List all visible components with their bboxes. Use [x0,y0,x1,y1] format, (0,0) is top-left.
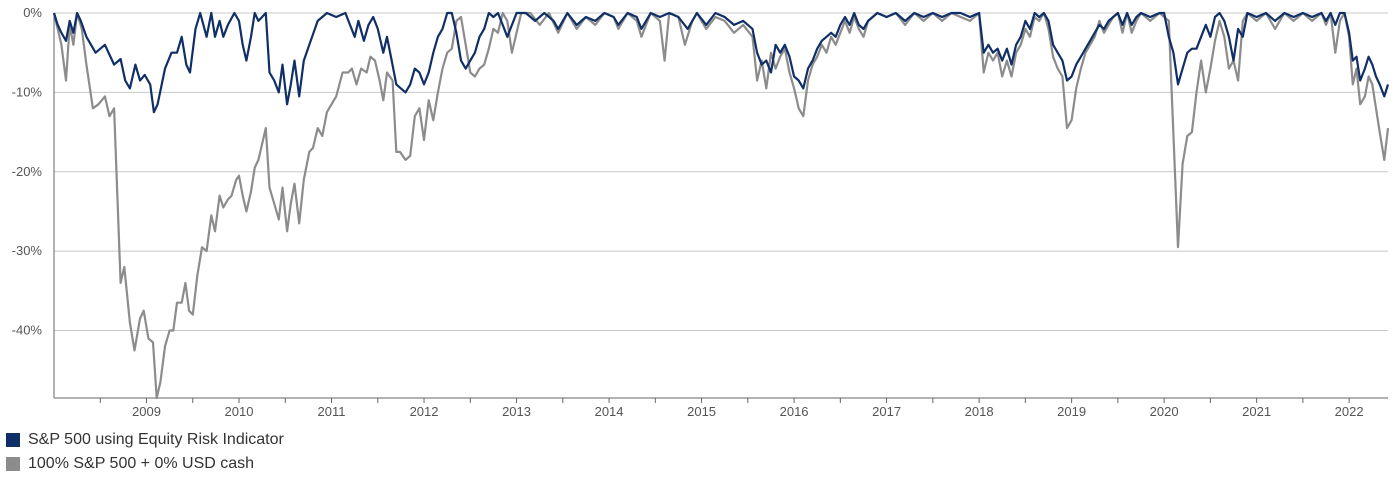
y-tick-label: 0% [23,5,42,20]
x-tick-label: 2022 [1335,404,1364,419]
x-tick-label: 2009 [132,404,161,419]
x-tick-label: 2020 [1150,404,1179,419]
x-tick-label: 2021 [1242,404,1271,419]
x-tick-label: 2018 [965,404,994,419]
legend-item-sp500: 100% S&P 500 + 0% USD cash [6,455,254,473]
legend-label-risk-indicator: S&P 500 using Equity Risk Indicator [28,431,284,448]
legend-swatch-sp500 [6,457,20,471]
x-tick-label: 2019 [1057,404,1086,419]
x-tick-label: 2012 [410,404,439,419]
x-tick-label: 2017 [872,404,901,419]
y-tick-label: -10% [12,84,43,99]
x-tick-label: 2013 [502,404,531,419]
x-tick-label: 2010 [225,404,254,419]
y-tick-label: -30% [12,243,43,258]
drawdown-chart: 0% -10% -20% -30% -40% 2009 2010 2011 2012 2013 20… [12,5,1390,419]
x-tick-label: 2014 [595,404,624,419]
x-tick-label: 2016 [780,404,809,419]
legend-swatch-risk-indicator [6,433,20,447]
legend-item-risk-indicator: S&P 500 using Equity Risk Indicator [6,431,284,449]
x-tick-label: 2015 [687,404,716,419]
y-tick-label: -20% [12,164,43,179]
y-tick-label: -40% [12,323,43,338]
series-line-sp500 [52,11,1390,400]
series-line-risk-indicator [52,11,1390,114]
x-tick-label: 2011 [318,404,346,419]
legend-label-sp500: 100% S&P 500 + 0% USD cash [28,455,255,472]
